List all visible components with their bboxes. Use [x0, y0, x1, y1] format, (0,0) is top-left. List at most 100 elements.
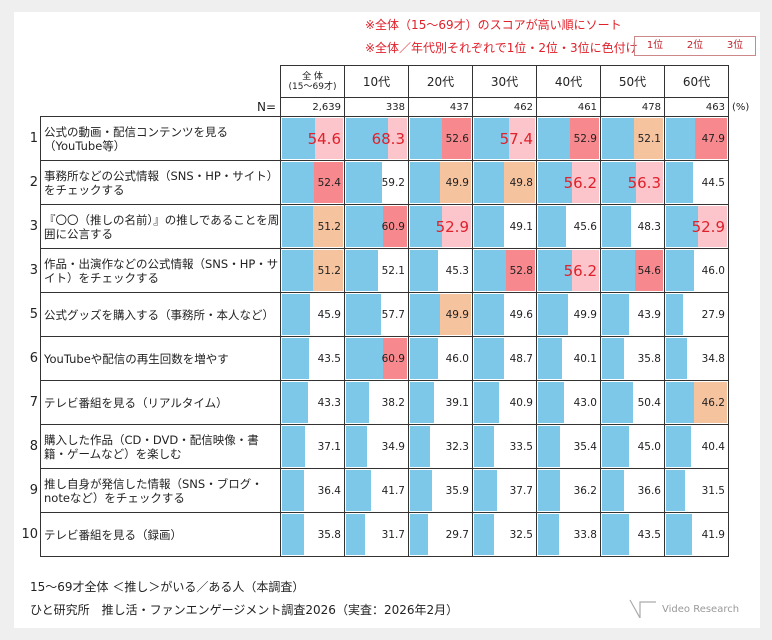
- value-bar: [346, 382, 370, 423]
- value-cell: 51.2: [280, 204, 345, 249]
- value-cell: 48.3: [600, 204, 665, 249]
- value-label: 49.9: [573, 308, 597, 321]
- row-rank: 8: [29, 439, 38, 454]
- row-label: 作品・出演作などの公式情報（SNS・HP・サイト）をチェックする: [40, 248, 281, 293]
- value-cell: 36.2: [536, 468, 601, 513]
- n-value: 2,639: [280, 97, 345, 117]
- value-cell: 60.9: [344, 336, 409, 381]
- value-cell: 49.9: [408, 292, 473, 337]
- value-label: 52.9: [691, 217, 725, 236]
- value-cell: 43.5: [600, 512, 665, 557]
- color-note: ※全体／年代別それぞれで1位・2位・3位に色付け: [365, 41, 638, 55]
- value-label: 52.1: [381, 264, 405, 277]
- value-label: 36.4: [317, 484, 341, 497]
- table-row: 6 YouTubeや配信の再生回数を増やす 43.5 60.9 46.0 48.7 40.1…: [20, 336, 749, 381]
- value-bar: [602, 338, 624, 379]
- value-label: 46.0: [445, 352, 469, 365]
- row-label: 購入した作品（CD・DVD・配信映像・書籍・ゲームなど）を楽しむ: [40, 424, 281, 469]
- value-bar: [538, 470, 561, 511]
- value-label: 57.4: [499, 129, 533, 148]
- column-label: 40代: [554, 75, 583, 89]
- value-bar: [602, 206, 632, 247]
- value-cell: 52.9: [536, 116, 601, 161]
- value-cell: 45.3: [408, 248, 473, 293]
- row-rank: 7: [29, 395, 38, 410]
- value-label: 45.9: [317, 308, 341, 321]
- value-cell: 52.9: [408, 204, 473, 249]
- value-cell: 56.2: [536, 160, 601, 205]
- table-row: 1 公式の動画・配信コンテンツを見る（YouTube等） 54.6 68.3 52.6 5…: [20, 116, 749, 161]
- value-bar: [474, 382, 499, 423]
- value-bar: [346, 118, 388, 159]
- value-cell: 57.7: [344, 292, 409, 337]
- value-bar: [346, 338, 384, 379]
- value-cell: 37.1: [280, 424, 345, 469]
- n-row: N= 2,639 338 437 462 461 478 463 (%): [20, 97, 749, 117]
- value-bar: [538, 162, 573, 203]
- value-bar: [410, 426, 430, 467]
- value-cell: 40.9: [472, 380, 537, 425]
- value-cell: 49.9: [408, 160, 473, 205]
- value-cell: 34.9: [344, 424, 409, 469]
- table-row: 10 テレビ番組を見る（録画） 35.8 31.7 29.7 32.5 33.8 43.5 41…: [20, 512, 749, 557]
- value-label: 29.7: [445, 528, 469, 541]
- value-label: 45.6: [573, 220, 597, 233]
- value-bar: [282, 250, 314, 291]
- value-bar: [474, 250, 507, 291]
- value-label: 31.5: [701, 484, 725, 497]
- n-value: 462: [472, 97, 537, 117]
- value-bar: [410, 514, 429, 555]
- value-bar: [282, 118, 316, 159]
- value-cell: 60.9: [344, 204, 409, 249]
- value-cell: 54.6: [600, 248, 665, 293]
- row-rank: 1: [29, 131, 38, 146]
- value-bar: [602, 514, 629, 555]
- value-label: 34.8: [701, 352, 725, 365]
- value-bar: [538, 118, 571, 159]
- table-row: 8 購入した作品（CD・DVD・配信映像・書籍・ゲームなど）を楽しむ 37.1 34.…: [20, 424, 749, 469]
- logo-mark-icon: [629, 599, 656, 619]
- value-label: 56.2: [563, 261, 597, 280]
- value-label: 60.9: [381, 220, 405, 233]
- value-bar: [474, 206, 504, 247]
- value-bar: [666, 206, 699, 247]
- value-label: 38.2: [381, 396, 405, 409]
- value-label: 51.2: [317, 220, 341, 233]
- value-label: 45.3: [445, 264, 469, 277]
- value-bar: [410, 338, 439, 379]
- value-bar: [602, 294, 629, 335]
- value-bar: [282, 206, 314, 247]
- value-cell: 43.0: [536, 380, 601, 425]
- value-label: 46.2: [701, 396, 725, 409]
- value-cell: 33.5: [472, 424, 537, 469]
- table-row: 2 事務所などの公式情報（SNS・HP・サイト）をチェックする 52.4 59.2 49…: [20, 160, 749, 205]
- value-bar: [474, 294, 505, 335]
- value-cell: 43.5: [280, 336, 345, 381]
- value-bar: [666, 250, 695, 291]
- value-cell: 49.9: [536, 292, 601, 337]
- value-label: 49.8: [509, 176, 533, 189]
- value-cell: 35.4: [536, 424, 601, 469]
- value-bar: [282, 514, 304, 555]
- value-label: 52.1: [637, 132, 661, 145]
- value-label: 41.9: [701, 528, 725, 541]
- value-bar: [282, 162, 314, 203]
- row-label: テレビ番組を見る（リアルタイム）: [40, 380, 281, 425]
- value-bar: [474, 470, 497, 511]
- value-label: 48.3: [637, 220, 661, 233]
- value-cell: 59.2: [344, 160, 409, 205]
- n-value: 478: [600, 97, 665, 117]
- value-cell: 68.3: [344, 116, 409, 161]
- value-bar: [410, 382, 434, 423]
- value-label: 40.9: [509, 396, 533, 409]
- value-label: 31.7: [381, 528, 405, 541]
- value-bar: [346, 426, 368, 467]
- value-label: 52.8: [509, 264, 533, 277]
- value-bar: [666, 118, 696, 159]
- value-cell: 52.1: [344, 248, 409, 293]
- column-label: 20代: [426, 75, 455, 89]
- n-value: 437: [408, 97, 473, 117]
- value-label: 49.9: [445, 176, 469, 189]
- value-bar: [474, 118, 509, 159]
- value-label: 46.0: [701, 264, 725, 277]
